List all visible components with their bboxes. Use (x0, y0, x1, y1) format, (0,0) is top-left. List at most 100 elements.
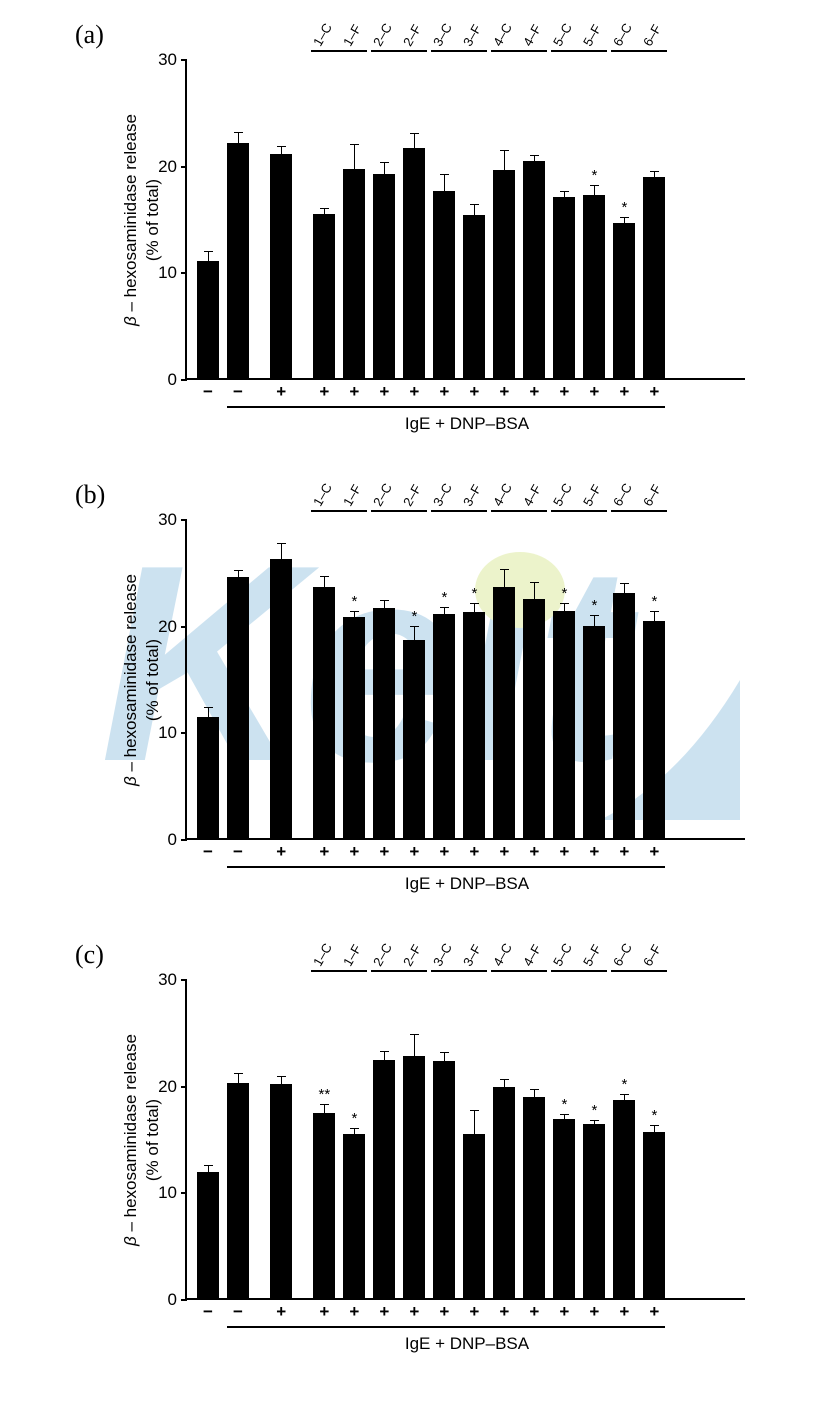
error-bar (238, 133, 239, 144)
x-tick-symbol: + (649, 1302, 659, 1322)
group-underline (311, 510, 367, 512)
bar (583, 626, 605, 838)
significance-marker: * (621, 1076, 627, 1093)
group-underline (311, 50, 367, 52)
chart-a: 0102030−−++1–C+1–F+2–C+2–F+3–C+3–F+4–C+4… (185, 60, 745, 380)
x-tick-symbol: + (619, 382, 629, 402)
error-bar (414, 134, 415, 148)
error-bar (324, 1105, 325, 1114)
group-label: 6–C (610, 481, 635, 509)
x-tick-symbol: + (319, 382, 329, 402)
x-tick-symbol: + (499, 1302, 509, 1322)
group-underline (371, 970, 427, 972)
panel-b: (b) β – hexosaminidase release (% of tot… (20, 480, 820, 930)
significance-marker: ** (319, 1086, 331, 1103)
group-label: 3–F (460, 22, 484, 49)
y-tick (181, 519, 187, 521)
bar (463, 215, 485, 378)
x-tick-symbol: + (276, 1302, 286, 1322)
x-tick-symbol: + (529, 1302, 539, 1322)
error-cap (530, 582, 539, 583)
group-label: 1–C (310, 481, 335, 509)
y-tick (181, 732, 187, 734)
x-tick-symbol: + (276, 842, 286, 862)
error-cap (590, 185, 599, 186)
x-tick-symbol: + (379, 382, 389, 402)
error-bar (354, 145, 355, 168)
bar (270, 154, 292, 378)
group-label: 6–F (640, 942, 664, 969)
error-cap (234, 570, 243, 571)
significance-marker: * (621, 199, 627, 216)
bar (313, 214, 335, 378)
error-cap (590, 615, 599, 616)
significance-marker: * (441, 589, 447, 606)
bar (613, 223, 635, 378)
error-cap (500, 150, 509, 151)
significance-marker: * (591, 167, 597, 184)
group-label: 5–F (580, 482, 604, 509)
group-label: 2–C (370, 481, 395, 509)
error-bar (534, 156, 535, 161)
y-tick-label: 20 (158, 1077, 177, 1097)
y-tick (181, 379, 187, 381)
group-underline (551, 510, 607, 512)
error-bar (504, 570, 505, 587)
bar (270, 1084, 292, 1298)
y-tick-label: 30 (158, 50, 177, 70)
x-tick-symbol: + (439, 382, 449, 402)
y-tick (181, 979, 187, 981)
panel-c: (c) β – hexosaminidase release (% of tot… (20, 940, 820, 1390)
x-tick-symbol: + (619, 1302, 629, 1322)
bar (403, 640, 425, 838)
y-axis-label: β – hexosaminidase release (% of total) (120, 980, 180, 1300)
error-bar (281, 1077, 282, 1083)
error-cap (204, 707, 213, 708)
error-cap (530, 155, 539, 156)
bar (343, 1134, 365, 1298)
bar (643, 177, 665, 378)
x-axis-label: IgE + DNP–BSA (187, 414, 747, 434)
bar (463, 1134, 485, 1298)
error-cap (620, 217, 629, 218)
x-tick-symbol: + (649, 842, 659, 862)
y-axis-label: β – hexosaminidase release (% of total) (120, 60, 180, 380)
group-label: 5–F (580, 22, 604, 49)
x-tick-symbol: + (559, 842, 569, 862)
x-tick-symbol: + (589, 1302, 599, 1322)
error-cap (470, 1110, 479, 1111)
group-label: 1–F (340, 22, 364, 49)
group-label: 4–C (490, 481, 515, 509)
error-bar (474, 205, 475, 215)
error-bar (208, 252, 209, 261)
x-tick-symbol: − (233, 1302, 243, 1322)
error-bar (324, 209, 325, 213)
group-label: 2–F (400, 22, 424, 49)
error-cap (440, 607, 449, 608)
chart-c: 0102030−−+**+1–C*+1–F+2–C+2–F+3–C+3–F+4–… (185, 980, 745, 1300)
plot-b: 0102030−−++1–C*+1–F+2–C*+2–F*+3–C*+3–F+4… (185, 520, 745, 840)
significance-marker: * (561, 1096, 567, 1113)
y-tick-label: 10 (158, 263, 177, 283)
error-bar (624, 218, 625, 223)
error-cap (620, 583, 629, 584)
significance-marker: * (471, 585, 477, 602)
x-tick-symbol: + (439, 1302, 449, 1322)
significance-marker: * (651, 1107, 657, 1124)
group-label: 1–C (310, 21, 335, 49)
bar (613, 1100, 635, 1298)
significance-marker: * (651, 593, 657, 610)
bar (313, 587, 335, 838)
error-bar (474, 604, 475, 611)
group-underline (491, 970, 547, 972)
significance-marker: * (591, 597, 597, 614)
y-tick-label: 10 (158, 723, 177, 743)
error-cap (410, 1034, 419, 1035)
error-bar (281, 544, 282, 559)
group-underline (491, 510, 547, 512)
error-bar (624, 1095, 625, 1099)
error-cap (500, 569, 509, 570)
error-cap (320, 576, 329, 577)
group-underline (611, 50, 667, 52)
group-label: 4–C (490, 941, 515, 969)
